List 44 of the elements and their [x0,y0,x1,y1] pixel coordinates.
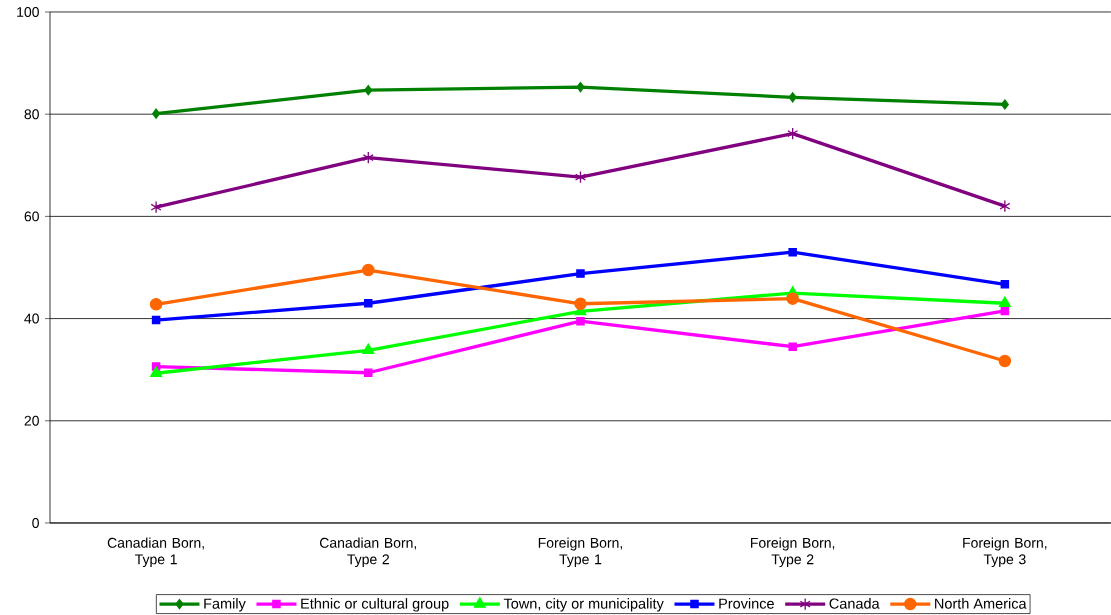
point [999,199,1011,213]
point [364,368,373,377]
point [576,316,585,326]
legend-label: Province [719,598,774,609]
x-tick-label: Canadian Born, Type 2 [319,537,417,568]
point [1000,99,1009,110]
point [998,296,1011,308]
point [149,298,163,311]
point [152,108,161,119]
legend-label: North America [935,598,1027,609]
x-tick-label: Canadian Born, Type 1 [107,537,204,568]
y-tick-label: 20 [24,415,39,426]
y-tick-label: 40 [24,313,39,324]
point [788,247,797,257]
legend-label: Town, city or municipality [503,598,664,612]
point [1000,306,1010,316]
point [788,342,797,351]
point [150,200,162,214]
x-tick-label: Foreign Born, Type 2 [751,537,835,568]
point [787,127,799,140]
legend-label: Family [204,598,246,612]
y-tick-label: 80 [24,109,39,120]
point [1000,280,1010,289]
x-tick-label: Foreign Born, Type 3 [963,537,1047,568]
point [576,269,585,278]
point [364,85,373,96]
point [362,151,374,164]
point [151,315,161,325]
legend-label: Canada [829,598,880,609]
point [574,297,587,311]
point [788,92,797,103]
point [576,81,585,93]
x-tick-label: Foreign Born, Type 1 [538,537,622,568]
point [362,343,375,355]
legend-label: Ethnic or cultural group [301,598,449,612]
point [574,170,586,184]
y-tick-label: 100 [17,7,39,17]
point [998,354,1012,368]
point [786,292,799,305]
point [150,366,163,378]
y-tick-label: 60 [24,211,39,222]
point [362,263,375,277]
y-tick-label: 0 [32,518,39,528]
point [364,299,373,308]
